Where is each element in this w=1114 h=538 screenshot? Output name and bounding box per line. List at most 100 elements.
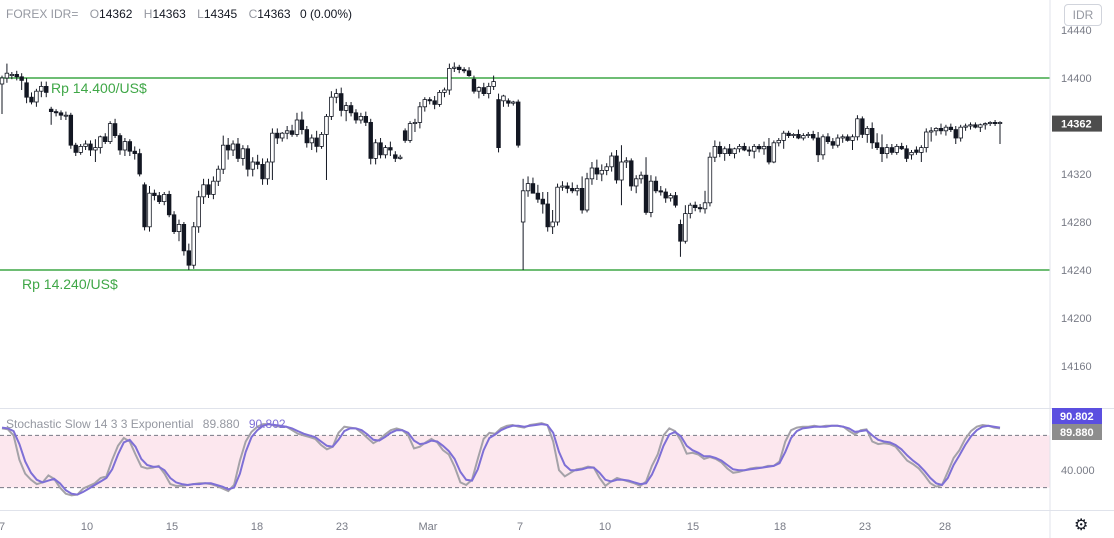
candle-body-down — [363, 116, 369, 123]
candle-body-up — [943, 126, 949, 132]
candle-body-up — [511, 101, 516, 104]
candle — [398, 154, 403, 160]
candle — [894, 144, 899, 155]
candle — [191, 222, 196, 269]
candle-body-up — [230, 143, 236, 151]
currency-button[interactable]: IDR — [1064, 4, 1102, 26]
candle — [830, 138, 836, 149]
candle-body-down — [904, 148, 909, 159]
candle — [614, 150, 619, 184]
gear-icon[interactable]: ⚙ — [1074, 517, 1089, 534]
candle-body-down — [727, 148, 732, 155]
candle-body-up — [0, 77, 5, 85]
candle-body-up — [525, 183, 531, 192]
candle — [594, 159, 600, 180]
candle-body-down — [614, 155, 619, 181]
change-value: 0 (0.00%) — [299, 7, 352, 21]
candle — [186, 243, 192, 270]
candle-body-down — [653, 180, 659, 192]
candle — [235, 138, 241, 162]
indicator-d-value: 90.802 — [248, 417, 286, 431]
candle — [250, 157, 255, 177]
candle — [319, 132, 324, 149]
candle-body-up — [191, 226, 196, 266]
candle-body-down — [24, 82, 29, 98]
candle — [39, 81, 44, 98]
time-tick-label: Mar — [419, 521, 438, 533]
candle-body-up — [924, 131, 929, 148]
candle-body-down — [830, 141, 836, 146]
candle-body-down — [973, 124, 978, 128]
candle — [4, 63, 10, 83]
candle-body-down — [717, 145, 722, 154]
candle-body-up — [776, 139, 781, 144]
candle — [992, 120, 998, 126]
candle-body-up — [201, 184, 206, 198]
candle-body-up — [791, 133, 796, 136]
candle — [388, 141, 393, 156]
candle-body-down — [152, 192, 157, 196]
candle — [112, 118, 118, 138]
candle — [19, 73, 24, 90]
candle-body-up — [270, 132, 275, 163]
symbol-name[interactable]: FOREX IDR= — [6, 7, 79, 21]
candle — [653, 176, 659, 194]
candle — [299, 111, 305, 135]
candle — [501, 94, 506, 107]
candle — [176, 219, 182, 242]
time-tick-label: 18 — [251, 521, 263, 533]
candle-body-down — [678, 223, 683, 242]
candle — [530, 177, 536, 194]
candle-body-up — [343, 105, 349, 111]
candle-body-down — [402, 130, 408, 141]
price-pane — [0, 62, 1050, 271]
low-key: L — [197, 7, 204, 21]
candle-body-up — [93, 147, 98, 151]
candle-body-up — [501, 95, 506, 102]
candle-body-up — [176, 223, 182, 232]
candle — [481, 82, 486, 96]
candle — [314, 130, 319, 153]
price-tick-label: 14280 — [1061, 217, 1092, 229]
candle-body-up — [963, 125, 968, 128]
candle-body-up — [216, 168, 221, 182]
candle — [407, 121, 413, 143]
candle-body-up — [781, 132, 786, 141]
candle-body-down — [869, 127, 875, 144]
candle — [545, 192, 550, 232]
candle — [540, 192, 545, 214]
indicator-name[interactable]: Stochastic Slow 14 3 3 Exponential — [6, 417, 194, 431]
candle-body-up — [987, 122, 993, 125]
candle — [196, 190, 201, 233]
candle — [373, 139, 378, 165]
candle-body-up — [702, 202, 708, 210]
candle — [889, 144, 895, 155]
candle-body-up — [997, 122, 1003, 125]
candle-body-up — [801, 135, 806, 139]
candle — [53, 109, 59, 117]
candle-body-up — [835, 137, 840, 146]
candle-body-down — [166, 193, 172, 216]
candle — [417, 102, 423, 129]
candle — [221, 135, 226, 174]
candle-body-up — [737, 145, 742, 150]
candle-body-up — [491, 81, 496, 87]
candle-body-up — [284, 130, 290, 134]
candle — [432, 96, 437, 110]
candle-body-down — [786, 132, 791, 136]
candle-body-up — [452, 66, 457, 69]
candle — [555, 183, 560, 226]
candle — [137, 148, 142, 177]
candle-body-down — [432, 100, 437, 105]
candle-body-down — [245, 148, 251, 170]
candle-body-down — [117, 135, 123, 151]
price-tick-label: 14240 — [1061, 265, 1092, 277]
d-value-badge — [1052, 408, 1102, 424]
candle-body-up — [442, 89, 447, 93]
candle — [771, 140, 777, 164]
candle-body-up — [383, 147, 388, 156]
candle-body-up — [329, 96, 334, 117]
candle — [565, 182, 570, 194]
candle-body-down — [44, 86, 49, 93]
